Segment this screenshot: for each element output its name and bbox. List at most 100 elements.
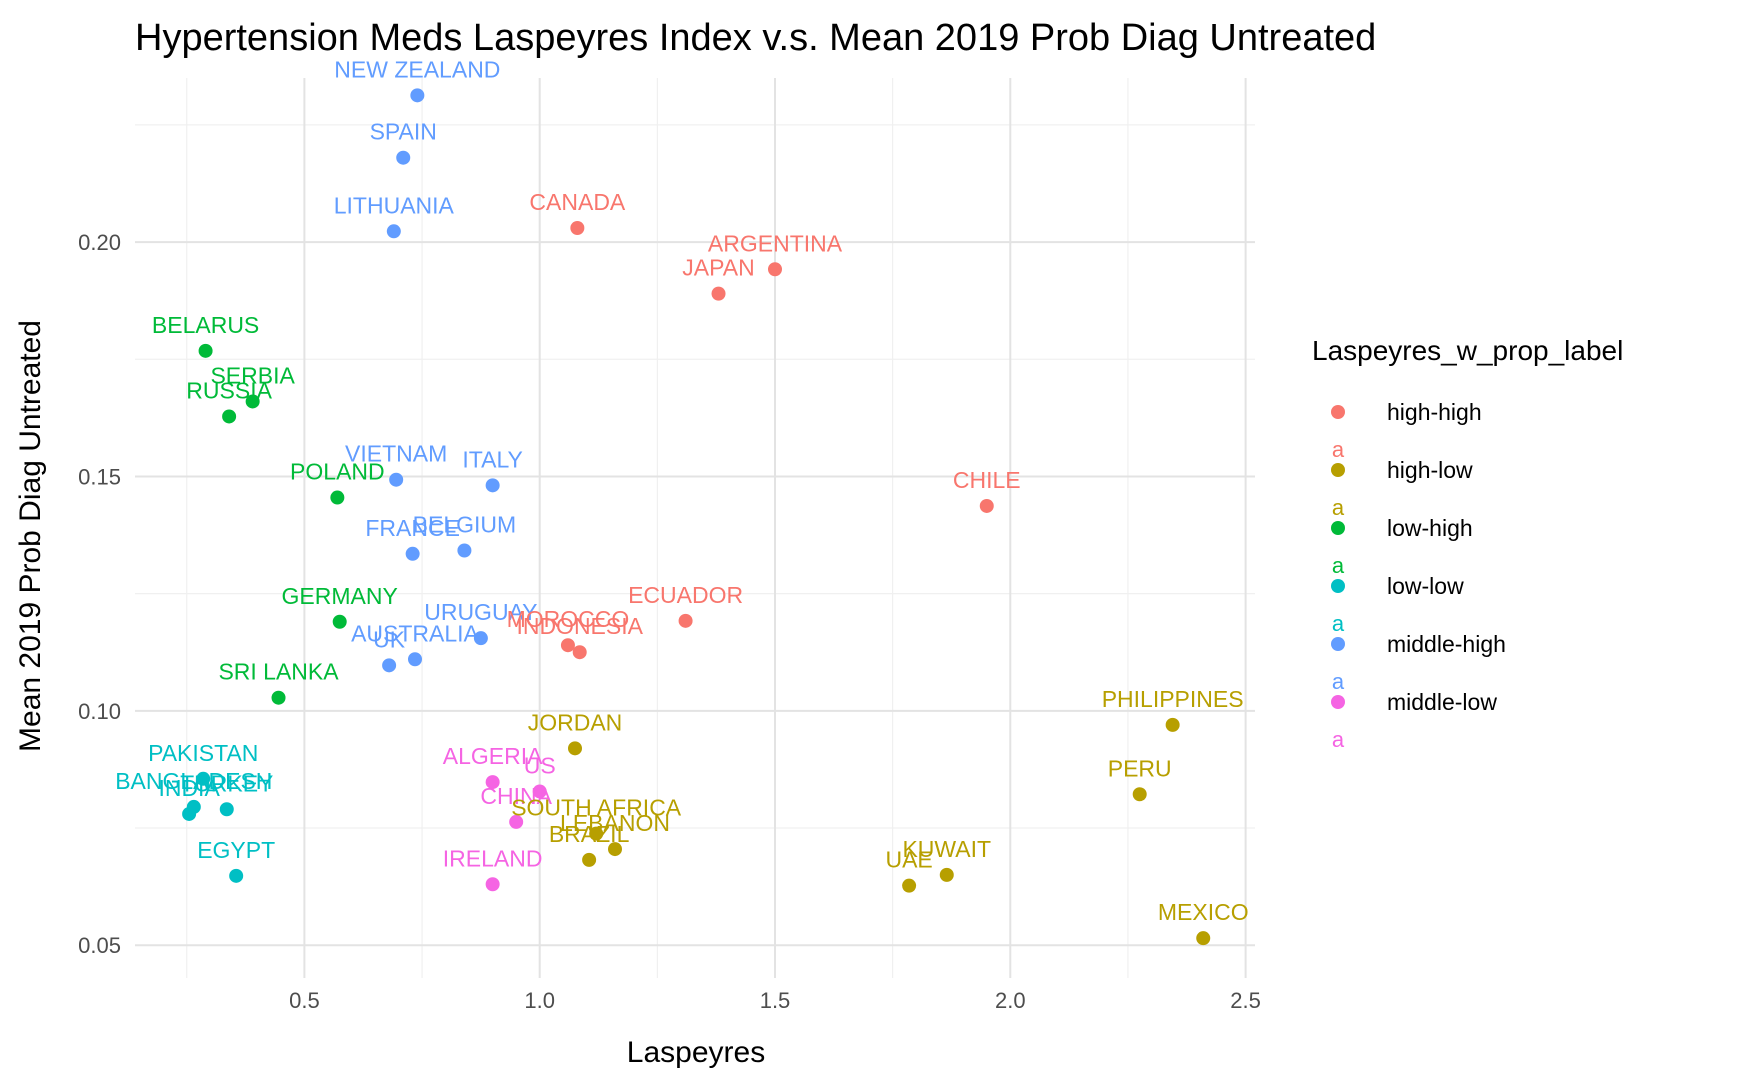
y-tick-label: 0.20 [78,230,121,255]
data-point [229,868,244,883]
data-point [532,784,547,799]
legend-title: Laspeyres_w_prop_label [1312,335,1623,366]
legend-item: a high-high [1331,399,1482,462]
data-label: ECUADOR [628,582,743,608]
legend-key-glyph: a [1332,611,1345,636]
y-axis-title: Mean 2019 Prob Diag Untreated [14,320,47,752]
legend-key-point [1331,463,1345,477]
x-axis-title: Laspeyres [627,1036,765,1069]
legend-key-glyph: a [1332,553,1345,578]
data-label: BELGIUM [413,512,517,538]
legend-label: high-low [1387,457,1473,483]
data-points [182,88,1211,946]
axis-ticks: 0.5 1.0 1.5 2.0 2.5 0.05 0.10 0.15 0.20 [78,230,1261,1013]
data-point [902,878,917,893]
x-tick-label: 2.0 [995,988,1026,1013]
x-tick-label: 0.5 [289,988,320,1013]
data-point [608,842,622,857]
data-label: UAE [885,847,932,873]
data-label: NEW ZEALAND [334,56,500,82]
legend-key-point [1331,405,1345,419]
legend-label: middle-low [1387,689,1497,715]
data-point [589,826,604,841]
data-label: LITHUANIA [334,192,455,218]
data-labels: NEW ZEALAND SPAIN LITHUANIA VIETNAM ITALY FRA… [115,56,1248,925]
data-point [405,546,420,561]
legend-label: high-high [1387,399,1482,425]
data-point [568,741,582,756]
data-point [678,613,693,628]
legend-items: a high-high a high-low a low-high a low-low a mid… [1331,399,1506,752]
data-label: TURKEY [180,770,273,796]
data-label: ARGENTINA [708,230,843,256]
data-label: ITALY [462,446,523,472]
data-label: SPAIN [370,119,437,145]
data-label: SRI LANKA [218,659,339,685]
data-point [509,814,524,829]
data-point [1165,717,1180,732]
data-point [939,867,954,882]
x-tick-label: 1.0 [524,988,555,1013]
legend-item: a low-low [1331,573,1464,636]
data-point [410,88,425,103]
data-label: INDONESIA [516,613,643,639]
legend-key-point [1331,695,1345,709]
y-tick-label: 0.05 [78,933,121,958]
data-point [222,409,237,424]
data-label: AUSTRALIA [351,620,479,646]
data-point [485,478,500,493]
data-label: CANADA [529,189,626,215]
data-point [473,631,488,646]
data-label: PAKISTAN [148,740,258,766]
data-label: LEBANON [560,810,670,836]
data-label: UK [373,626,406,652]
data-label: CHINA [480,783,552,809]
x-tick-label: 1.5 [760,988,791,1013]
data-point [711,286,726,301]
data-point [389,472,404,487]
data-label: IRELAND [443,845,543,871]
legend-key-point [1331,521,1345,535]
data-label: ALGERIA [443,743,543,769]
legend-item: a high-low [1331,457,1473,520]
data-point [382,658,397,673]
data-label: BANGLADESH [115,768,272,794]
data-point [979,498,994,513]
data-point [198,343,213,358]
data-label: PERU [1108,755,1172,781]
data-point [582,852,597,867]
legend-item: a middle-low [1331,689,1497,752]
data-label: SERBIA [210,362,295,388]
data-label: MOROCCO [507,606,630,632]
legend-label: low-low [1387,573,1464,599]
data-label: EGYPT [197,837,275,863]
data-label: US [524,752,556,778]
data-point [485,775,500,790]
legend-label: low-high [1387,515,1473,541]
data-point [560,638,575,653]
data-point [570,221,585,235]
data-label: SOUTH AFRICA [511,795,682,821]
data-point [330,490,345,505]
legend-key-point [1331,637,1345,651]
grid [135,78,1255,978]
legend-item: a middle-high [1331,631,1506,694]
data-label: MEXICO [1158,899,1249,925]
data-point [457,543,472,558]
legend-key-glyph: a [1332,727,1345,752]
data-label: KUWAIT [902,836,991,862]
data-label: GERMANY [282,583,398,609]
data-point [768,262,782,277]
data-point [332,614,347,629]
data-label: RUSSIA [186,377,272,403]
data-point [396,150,411,165]
data-label: JAPAN [682,255,754,281]
legend-item: a low-high [1331,515,1473,578]
data-point [196,771,211,786]
data-point [572,645,587,660]
data-label: BELARUS [152,312,259,338]
data-label: POLAND [290,459,385,485]
legend: Laspeyres_w_prop_label a high-high a high-l… [1312,335,1623,752]
x-tick-label: 2.5 [1230,988,1261,1013]
